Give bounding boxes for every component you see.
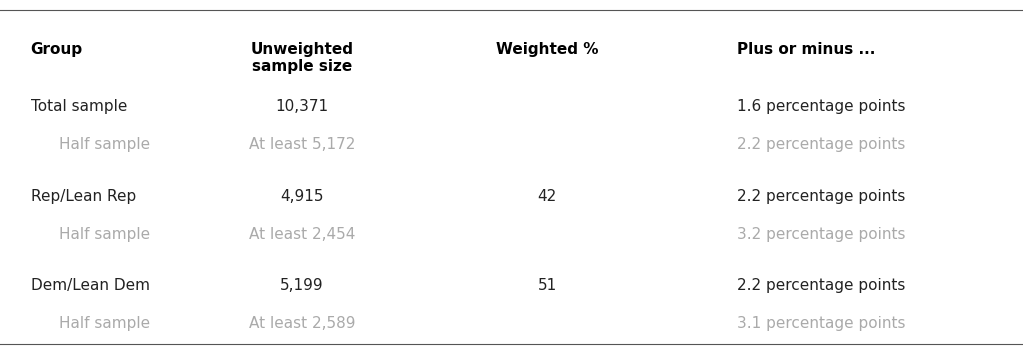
Text: Rep/Lean Rep: Rep/Lean Rep — [31, 189, 136, 204]
Text: Unweighted
sample size: Unweighted sample size — [251, 42, 353, 74]
Text: Half sample: Half sample — [59, 316, 150, 331]
Text: 2.2 percentage points: 2.2 percentage points — [737, 137, 905, 152]
Text: 51: 51 — [538, 278, 557, 293]
Text: Group: Group — [31, 42, 83, 57]
Text: Weighted %: Weighted % — [496, 42, 598, 57]
Text: 2.2 percentage points: 2.2 percentage points — [737, 278, 905, 293]
Text: At least 2,589: At least 2,589 — [249, 316, 355, 331]
Text: Total sample: Total sample — [31, 99, 127, 114]
Text: At least 2,454: At least 2,454 — [249, 227, 355, 242]
Text: 3.1 percentage points: 3.1 percentage points — [737, 316, 905, 331]
Text: 1.6 percentage points: 1.6 percentage points — [737, 99, 905, 114]
Text: 3.2 percentage points: 3.2 percentage points — [737, 227, 905, 242]
Text: 2.2 percentage points: 2.2 percentage points — [737, 189, 905, 204]
Text: 42: 42 — [538, 189, 557, 204]
Text: Half sample: Half sample — [59, 137, 150, 152]
Text: At least 5,172: At least 5,172 — [249, 137, 355, 152]
Text: 10,371: 10,371 — [275, 99, 328, 114]
Text: 5,199: 5,199 — [280, 278, 323, 293]
Text: Dem/Lean Dem: Dem/Lean Dem — [31, 278, 149, 293]
Text: Half sample: Half sample — [59, 227, 150, 242]
Text: 4,915: 4,915 — [280, 189, 323, 204]
Text: Plus or minus ...: Plus or minus ... — [737, 42, 875, 57]
